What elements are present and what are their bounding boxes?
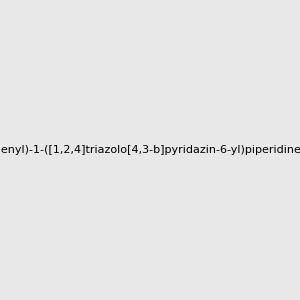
Text: N-(4-methoxyphenyl)-1-([1,2,4]triazolo[4,3-b]pyridazin-6-yl)piperidine-4-carboxa: N-(4-methoxyphenyl)-1-([1,2,4]triazolo[4… [0,145,300,155]
